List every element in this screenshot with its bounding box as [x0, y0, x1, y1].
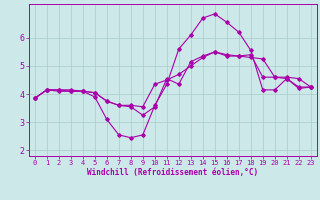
X-axis label: Windchill (Refroidissement éolien,°C): Windchill (Refroidissement éolien,°C) — [87, 168, 258, 177]
